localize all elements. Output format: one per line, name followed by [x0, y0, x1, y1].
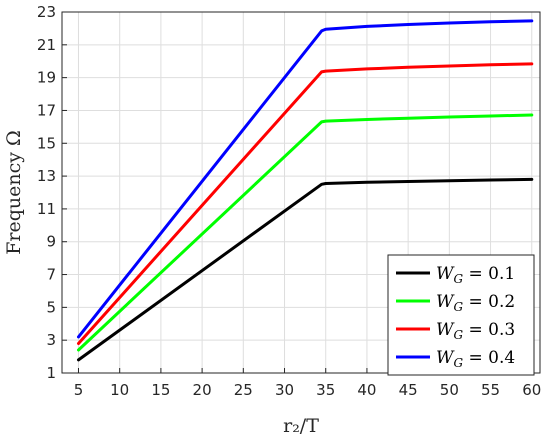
series-line [77, 177, 534, 362]
y-tick-label: 1 [46, 364, 56, 382]
y-tick-label: 15 [37, 134, 56, 152]
y-tick-label: 19 [37, 69, 56, 87]
x-tick-label: 25 [234, 381, 253, 399]
y-tick-label: 21 [37, 36, 56, 54]
legend-entry-label: WG = 0.1 [436, 264, 515, 286]
series-line [77, 62, 534, 345]
y-tick-label: 17 [37, 101, 56, 119]
x-tick-label: 30 [275, 381, 294, 399]
y-tick-label: 3 [46, 331, 56, 349]
x-tick-label: 20 [193, 381, 212, 399]
y-tick-label: 5 [46, 298, 56, 316]
axis-ticks: 5 10 15 20 25 30 35 40 45 50 55 6013579111315171921… [37, 3, 541, 399]
x-tick-label: 10 [110, 381, 129, 399]
x-tick-label: 50 [440, 381, 459, 399]
legend: WG = 0.1 WG = 0.2 WG = 0.3 WG = 0.4 [387, 254, 535, 376]
y-tick-label: 13 [37, 167, 56, 185]
y-axis-label: Frequency Ω [3, 130, 25, 255]
legend-entry-label: WG = 0.3 [436, 320, 515, 342]
legend-box [387, 254, 535, 376]
x-tick-label: 60 [522, 381, 541, 399]
y-tick-label: 11 [37, 200, 56, 218]
y-tick-label: 7 [46, 266, 56, 284]
x-tick-label: 40 [357, 381, 376, 399]
legend-entry-label: WG = 0.4 [436, 348, 515, 370]
x-tick-label: 15 [151, 381, 170, 399]
series-lines [77, 19, 534, 362]
plot-area-frame [61, 11, 541, 374]
series-line [77, 19, 534, 339]
x-tick-label: 55 [481, 381, 500, 399]
y-tick-label: 23 [37, 3, 56, 21]
legend-entry-label: WG = 0.2 [436, 292, 515, 314]
y-tick-label: 9 [46, 233, 56, 251]
x-tick-label: 5 [74, 381, 84, 399]
x-tick-label: 45 [399, 381, 418, 399]
x-tick-label: 35 [316, 381, 335, 399]
x-axis-label: r₂/T [283, 415, 319, 437]
series-line [77, 113, 534, 352]
